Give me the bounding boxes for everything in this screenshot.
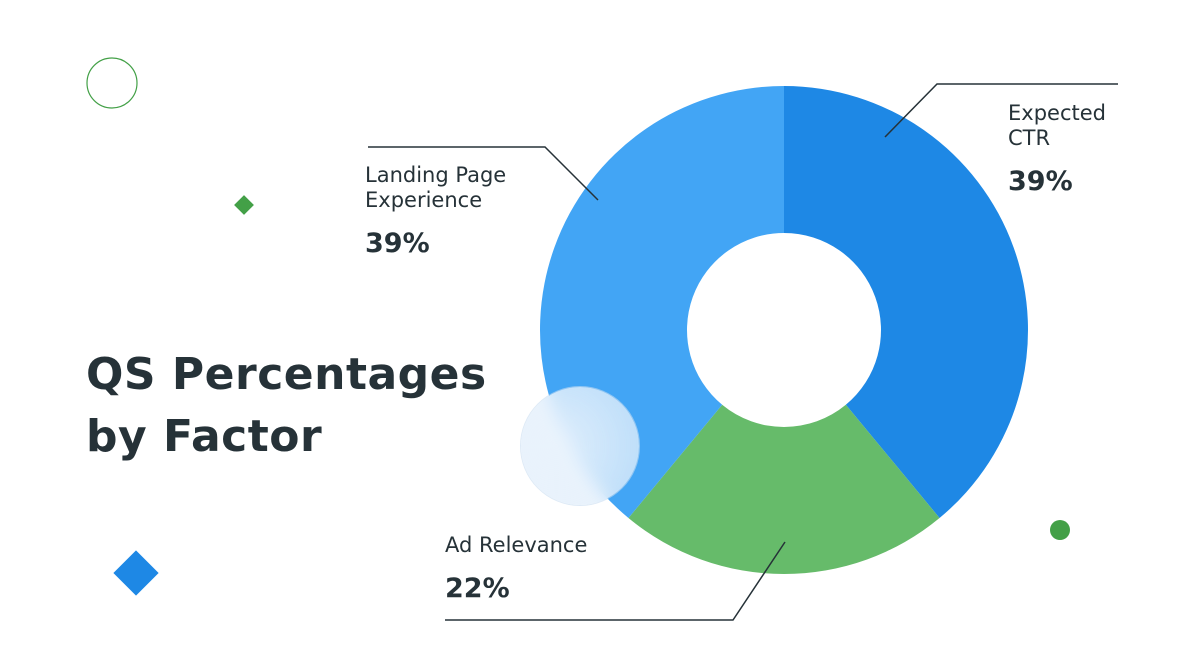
- decor-blue-diamond: [113, 550, 159, 596]
- decor-green-diamond: [234, 195, 254, 215]
- value-label-landing-page: 39%: [365, 228, 430, 259]
- value-label-expected-ctr: 39%: [1008, 166, 1073, 197]
- leader-line-ctr: [884, 83, 1118, 138]
- slice-ad-relevance: [628, 404, 940, 574]
- label-line: Experience: [365, 188, 483, 212]
- chart-title: QS Percentages by Factor: [86, 349, 487, 462]
- label-line: Expected: [1008, 101, 1106, 125]
- slice-expected-ctr: [784, 86, 1028, 519]
- leader-line-ad: [445, 541, 786, 621]
- label-ad-relevance: Ad Relevance: [445, 533, 588, 557]
- label-line: Landing Page: [365, 163, 507, 187]
- label-line: CTR: [1008, 126, 1051, 150]
- label-expected-ctr: Expected CTR: [1008, 101, 1106, 151]
- leader-line-landing: [368, 146, 599, 201]
- label-landing-page: Landing Page Experience: [365, 163, 506, 213]
- decor-outline-circle: [86, 57, 138, 109]
- decor-frosted-circle: [521, 387, 639, 505]
- decor-green-dot: [1050, 520, 1070, 540]
- value-label-ad-relevance: 22%: [445, 573, 510, 604]
